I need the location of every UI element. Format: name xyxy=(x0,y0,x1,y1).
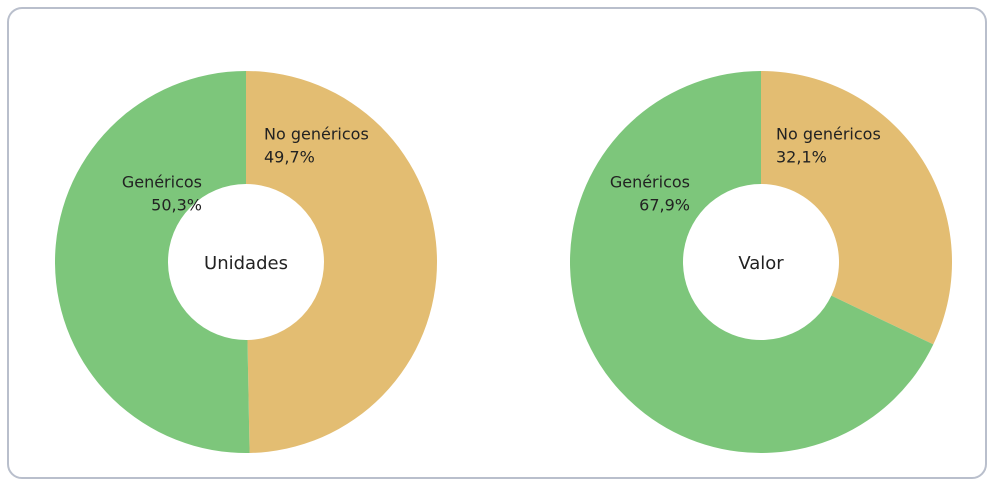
center-label: Valor xyxy=(738,253,784,274)
slice-label: Genéricos xyxy=(610,173,690,192)
slice-value-label: 32,1% xyxy=(776,148,827,167)
slice-label: Genéricos xyxy=(122,173,202,192)
donut-slice xyxy=(569,71,934,453)
slice-value-label: 50,3% xyxy=(151,196,202,215)
donut-slice xyxy=(246,71,438,453)
slice-label: No genéricos xyxy=(264,125,369,144)
donut-slice xyxy=(761,71,952,345)
center-label: Unidades xyxy=(204,253,288,274)
slice-value-label: 67,9% xyxy=(639,196,690,215)
slice-value-label: 49,7% xyxy=(264,148,315,167)
slice-label: No genéricos xyxy=(776,125,881,144)
donut-slice xyxy=(55,71,250,453)
